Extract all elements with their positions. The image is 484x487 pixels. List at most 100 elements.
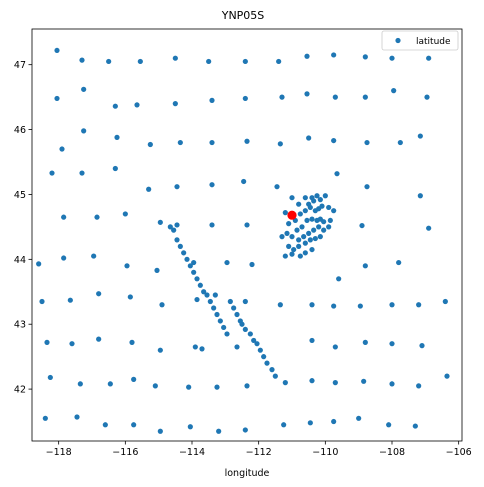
data-point — [61, 255, 67, 261]
data-point — [157, 428, 163, 434]
data-point — [286, 221, 292, 227]
data-point — [127, 294, 133, 300]
x-tick-label: −112 — [246, 447, 272, 458]
data-point — [307, 420, 313, 426]
data-point — [294, 227, 300, 233]
data-point — [304, 217, 310, 224]
data-point — [279, 234, 285, 240]
data-point — [181, 250, 187, 256]
data-point — [249, 261, 255, 268]
data-point — [416, 383, 422, 389]
x-tick-label: −116 — [112, 447, 138, 458]
data-point — [309, 302, 315, 308]
data-point — [397, 139, 403, 146]
data-point — [257, 347, 263, 353]
data-point — [282, 380, 288, 386]
x-axis-label: longitude — [225, 468, 270, 479]
data-point — [112, 165, 118, 172]
legend-label: latitude — [416, 37, 451, 47]
data-point — [282, 253, 288, 259]
data-point — [244, 222, 250, 228]
y-tick-label: 44 — [14, 255, 26, 266]
data-point — [231, 305, 237, 311]
data-point — [54, 95, 60, 102]
data-point — [234, 344, 240, 350]
data-point — [417, 133, 423, 139]
data-point — [276, 58, 282, 65]
data-point — [412, 423, 418, 429]
data-point — [362, 54, 368, 60]
data-point — [171, 227, 177, 233]
data-point — [312, 235, 318, 242]
data-point — [319, 203, 325, 209]
data-point — [244, 383, 250, 389]
legend: latitude — [381, 30, 459, 51]
data-point — [129, 339, 135, 345]
data-point — [194, 276, 200, 282]
data-point — [321, 227, 327, 233]
data-point — [159, 302, 165, 308]
data-point — [102, 422, 108, 428]
data-point — [194, 296, 200, 303]
data-point — [389, 302, 395, 308]
data-point — [289, 251, 295, 257]
data-point — [314, 193, 320, 199]
data-point — [234, 311, 240, 318]
data-point — [192, 344, 198, 350]
data-point — [242, 326, 248, 333]
data-point — [186, 384, 192, 390]
data-point — [302, 250, 308, 256]
data-point — [297, 211, 303, 217]
data-point — [272, 373, 278, 379]
data-point — [122, 211, 128, 217]
y-axis: 42 43 44 45 46 47 — [14, 60, 32, 396]
data-point — [391, 88, 397, 94]
data-point — [326, 224, 332, 230]
x-tick-label: −110 — [312, 447, 338, 458]
data-point — [241, 178, 247, 185]
y-tick-label: 43 — [14, 320, 26, 331]
data-point — [291, 246, 297, 253]
data-point — [174, 222, 180, 228]
data-point — [444, 373, 450, 379]
plot-frame — [31, 28, 463, 442]
data-points — [36, 47, 450, 434]
data-point — [442, 298, 448, 305]
data-point — [331, 418, 337, 425]
data-point — [242, 427, 248, 433]
data-point — [207, 298, 213, 305]
data-point — [282, 210, 288, 216]
data-point — [327, 217, 333, 224]
data-point — [307, 237, 313, 243]
data-point — [199, 346, 205, 352]
x-tick-label: −106 — [446, 447, 472, 458]
data-point — [81, 128, 87, 134]
data-point — [49, 170, 55, 176]
data-point — [216, 428, 222, 434]
data-point — [396, 259, 402, 266]
data-point — [134, 102, 140, 108]
data-point — [114, 134, 120, 140]
data-point — [301, 234, 307, 240]
data-point — [326, 204, 332, 211]
data-point — [197, 282, 203, 288]
data-point — [289, 234, 295, 240]
y-tick-label: 42 — [14, 385, 26, 396]
data-point — [317, 197, 323, 203]
data-point — [227, 298, 233, 305]
data-point — [157, 219, 163, 225]
y-tick-label: 46 — [14, 125, 26, 136]
data-point — [96, 336, 102, 342]
data-point — [331, 303, 337, 309]
data-point — [424, 94, 430, 100]
data-point — [242, 298, 248, 305]
data-point — [209, 97, 215, 103]
data-point — [79, 170, 85, 176]
data-point — [386, 422, 392, 428]
data-point — [311, 227, 317, 233]
data-point — [184, 256, 190, 262]
data-point — [296, 237, 302, 243]
data-point — [214, 384, 220, 390]
data-point — [146, 186, 152, 192]
